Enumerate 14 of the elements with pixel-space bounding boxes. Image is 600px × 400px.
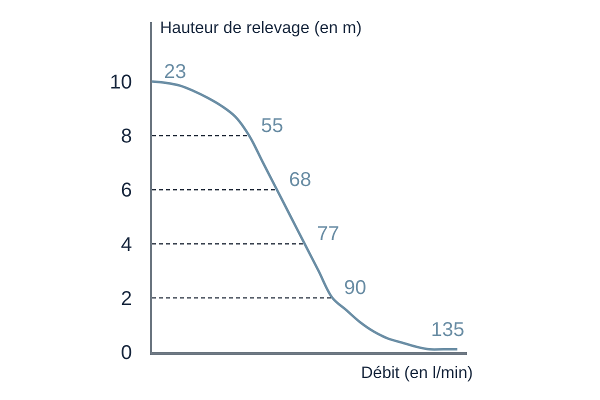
annotation: 68: [289, 169, 312, 191]
y-tick-label: 10: [110, 72, 132, 94]
y-tick-label: 8: [120, 126, 132, 148]
annotation: 135: [431, 319, 464, 341]
annotation: 77: [317, 223, 340, 245]
x-axis-title: Débit (en l/min): [361, 364, 473, 382]
y-tick-label: 6: [120, 180, 132, 202]
annotation: 90: [344, 277, 366, 299]
y-tick-label: 0: [120, 342, 132, 364]
y-tick-label: 4: [120, 234, 132, 256]
y-tick-label: 2: [120, 288, 132, 310]
y-axis-title: Hauteur de relevage (en m): [160, 19, 362, 37]
annotation: 23: [164, 61, 186, 83]
annotation: 55: [261, 115, 284, 137]
